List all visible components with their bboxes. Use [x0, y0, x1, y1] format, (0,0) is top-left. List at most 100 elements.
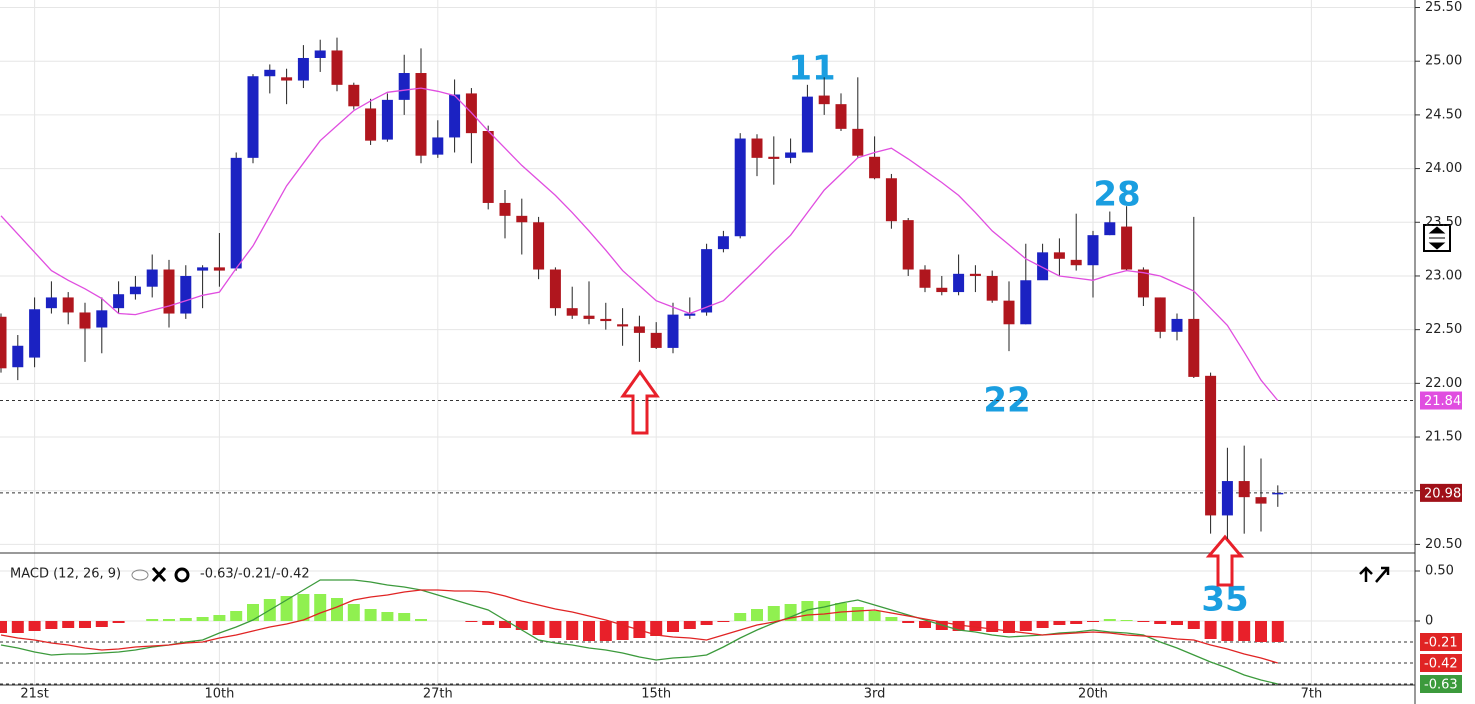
candle-body	[701, 249, 713, 313]
candle-body	[79, 312, 91, 329]
histogram-bar	[11, 621, 24, 633]
marker-label: -0.21	[1424, 636, 1458, 651]
histogram-bar	[62, 621, 75, 628]
histogram-bar	[885, 617, 898, 621]
y-tick-label: 22.50	[1425, 322, 1462, 337]
expand-icon[interactable]	[1375, 566, 1390, 583]
candle-body	[801, 96, 813, 153]
marker-label: 21.84	[1424, 394, 1461, 409]
candle-body	[1205, 375, 1217, 516]
histogram-bar	[1070, 621, 1083, 624]
candle-body	[163, 269, 175, 314]
candle-body	[1154, 297, 1166, 332]
histogram-bar	[868, 611, 881, 621]
histogram-bar	[515, 621, 528, 630]
histogram-bar	[347, 604, 360, 621]
candle-body	[1221, 481, 1233, 516]
candle-body	[986, 275, 998, 301]
histogram-bar	[734, 613, 747, 621]
marker-box	[1420, 483, 1462, 502]
candle-body	[969, 273, 981, 276]
candle-body	[1255, 497, 1267, 504]
indicator-icons[interactable]	[131, 566, 190, 583]
candle-body	[1121, 226, 1133, 270]
histogram-bar	[314, 594, 327, 621]
histogram-bar	[583, 621, 595, 641]
macd-readout: -0.63/-0.21/-0.42	[200, 567, 310, 582]
x-tick-label: 7th	[1301, 687, 1323, 702]
candle-body	[1087, 235, 1099, 266]
candle-body	[869, 156, 881, 179]
candle-body	[264, 69, 276, 77]
candle-body	[633, 326, 645, 333]
histogram-bar	[213, 615, 226, 621]
histogram-bar	[179, 618, 192, 621]
candle-body	[1272, 492, 1284, 495]
marker-box	[1420, 633, 1462, 651]
histogram-bar	[818, 601, 831, 621]
histogram-bar	[415, 619, 427, 621]
candle-body	[549, 269, 561, 309]
candle-body	[1104, 222, 1116, 236]
histogram-bar	[751, 609, 763, 621]
candle-body	[953, 273, 965, 293]
candle-body	[667, 314, 679, 348]
y-tick-label: 0.50	[1425, 564, 1454, 579]
histogram-bar	[667, 621, 679, 632]
histogram-bar	[95, 621, 108, 627]
y-tick-label: 22.00	[1425, 376, 1462, 391]
candle-body	[0, 316, 7, 369]
histogram-bar	[683, 621, 696, 629]
candle-body	[1188, 318, 1200, 377]
histogram-bar	[1255, 621, 1267, 642]
x-tick-label: 27th	[423, 687, 453, 702]
candle-body	[45, 297, 57, 309]
arrow-up	[620, 369, 660, 435]
histogram-bar	[331, 598, 343, 621]
histogram-bar	[1087, 621, 1099, 622]
eye-icon[interactable]	[131, 569, 149, 581]
y-tick-label: 23.00	[1425, 268, 1462, 283]
candle-body	[29, 309, 41, 358]
marker-label: -0.42	[1424, 657, 1458, 672]
candle-body	[499, 202, 511, 216]
candle-body	[482, 131, 494, 203]
histogram-bar	[79, 621, 91, 628]
histogram-bar	[1221, 621, 1234, 641]
histogram-bar	[163, 619, 175, 621]
candle-body	[62, 297, 74, 313]
toolbar-icon[interactable]	[1428, 226, 1446, 250]
candle-body	[583, 315, 595, 319]
move-up-icon[interactable]	[1359, 566, 1373, 582]
candle-body	[734, 138, 746, 237]
candle-body	[381, 99, 393, 140]
candle-body	[12, 345, 24, 368]
marker-label: 20.98	[1424, 486, 1461, 501]
close-icon[interactable]	[151, 566, 167, 583]
histogram-bar	[952, 621, 965, 631]
x-tick-label: 3rd	[864, 687, 886, 702]
histogram-bar	[767, 606, 780, 621]
histogram-bar	[801, 601, 814, 621]
histogram-bar	[247, 604, 259, 621]
histogram-bar	[1137, 621, 1150, 622]
histogram-bar	[549, 621, 562, 638]
histogram-bar	[969, 621, 982, 631]
candle-body	[852, 128, 864, 156]
x-tick-label: 10th	[204, 687, 234, 702]
histogram-bar	[297, 594, 310, 621]
arrow-up	[1205, 534, 1245, 587]
candle-body	[751, 138, 763, 158]
annotation: 28	[1093, 175, 1140, 215]
settings-icon[interactable]	[174, 567, 190, 583]
histogram-bar	[112, 621, 125, 623]
annotation: 11	[788, 49, 835, 89]
histogram-bar	[398, 613, 411, 621]
candle-body	[650, 332, 662, 348]
candle-body	[297, 57, 309, 81]
candle-body	[314, 50, 326, 58]
histogram-bar	[566, 621, 579, 640]
candle-body	[197, 267, 209, 271]
candle-body	[600, 318, 612, 322]
